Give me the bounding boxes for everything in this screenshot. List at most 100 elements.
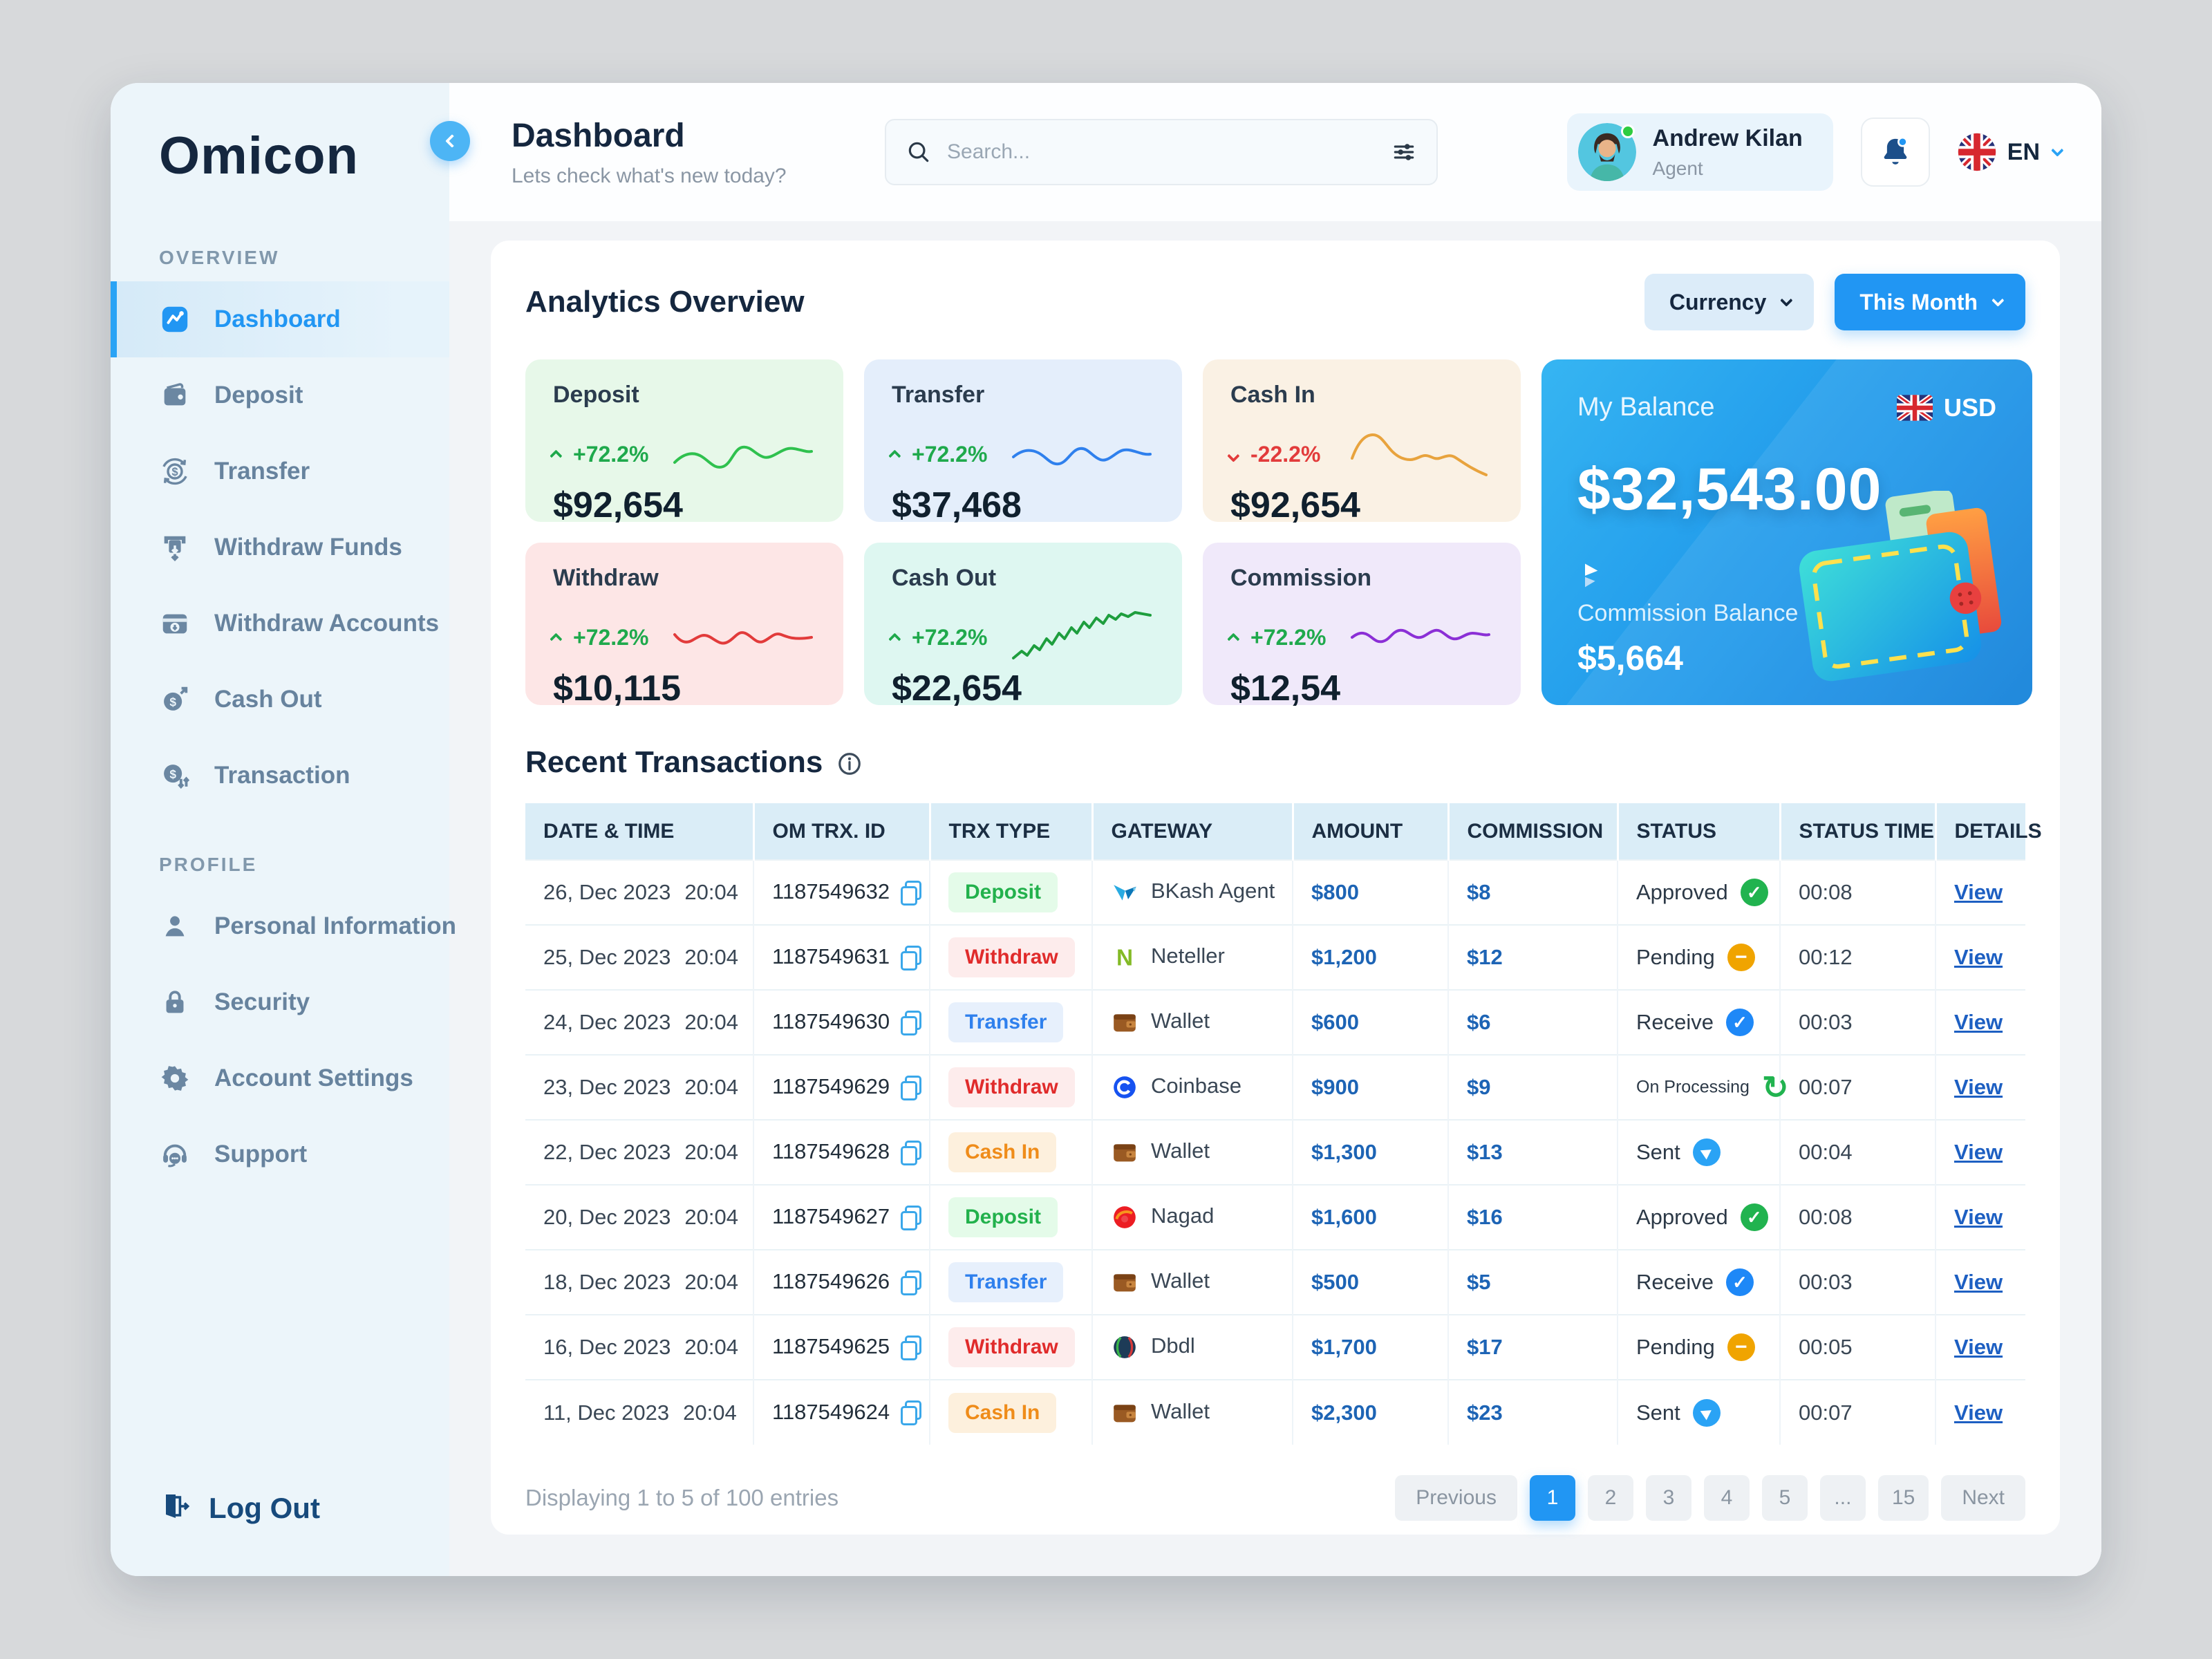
language-selector[interactable]: EN <box>1958 133 2064 171</box>
logout-button[interactable]: Log Out <box>159 1490 320 1526</box>
trend-up-icon <box>550 449 563 462</box>
notifications-button[interactable] <box>1860 118 1930 187</box>
view-link[interactable]: View <box>1954 1335 2003 1359</box>
sidebar-item-transaction[interactable]: $ Transaction <box>111 738 449 814</box>
status-text: Receive <box>1636 1010 1714 1034</box>
copy-icon[interactable] <box>901 1075 922 1100</box>
view-link[interactable]: View <box>1954 1205 2003 1229</box>
page-button-1[interactable]: 1 <box>1529 1475 1575 1521</box>
trx-type-badge: Cash In <box>948 1132 1057 1172</box>
previous-page-button[interactable]: Previous <box>1395 1475 1517 1521</box>
pagination: Displaying 1 to 5 of 100 entries Previou… <box>525 1475 2025 1521</box>
status-icon-approved <box>1740 1203 1768 1231</box>
view-link[interactable]: View <box>1954 1270 2003 1294</box>
search-input[interactable] <box>947 140 1376 164</box>
page-button-2[interactable]: 2 <box>1587 1475 1633 1521</box>
view-link[interactable]: View <box>1954 1400 2003 1425</box>
gateway-icon-coinbase <box>1111 1074 1138 1101</box>
chevron-left-icon <box>445 134 459 148</box>
stat-card-cashout: Cash Out +72.2% $22,654 <box>864 543 1182 709</box>
view-link[interactable]: View <box>1954 1075 2003 1099</box>
stat-card-title: Cash Out <box>892 565 997 591</box>
sidebar-item-gear[interactable]: Account Settings <box>111 1040 449 1116</box>
stat-change: -22.2% <box>1227 442 1320 467</box>
view-link[interactable]: View <box>1954 945 2003 969</box>
sidebar-item-withdraw-funds[interactable]: Withdraw Funds <box>111 509 449 585</box>
table-header-cell: STATUS <box>1616 803 1780 860</box>
view-link[interactable]: View <box>1954 1140 2003 1164</box>
copy-icon[interactable] <box>901 1270 922 1295</box>
stat-card-value: $22,654 <box>892 668 1022 709</box>
sidebar-item-deposit[interactable]: Deposit <box>111 357 449 433</box>
filter-icon[interactable] <box>1391 139 1417 165</box>
sidebar-item-withdraw-accounts[interactable]: Withdraw Accounts <box>111 585 449 662</box>
transfer-icon: $ <box>159 456 191 487</box>
lock-icon <box>159 986 191 1018</box>
table-row: 20, Dec 2023 20:04 1187549627 Deposit Nag… <box>525 1184 2025 1250</box>
sidebar-item-label: Account Settings <box>214 1065 413 1091</box>
table-row: 24, Dec 2023 20:04 1187549630 Transfer Wa… <box>525 989 2025 1055</box>
gateway-icon-bkash <box>1111 879 1138 906</box>
gateway-name: Wallet <box>1151 1398 1210 1423</box>
sidebar-item-dashboard[interactable]: Dashboard <box>111 281 449 357</box>
sidebar-item-label: Transaction <box>214 762 350 789</box>
gateway-icon-neteller: N <box>1111 944 1138 971</box>
copy-icon[interactable] <box>901 1205 922 1230</box>
svg-text:N: N <box>1116 946 1133 971</box>
status-text: Sent <box>1636 1140 1680 1164</box>
sidebar-item-support[interactable]: Support <box>111 1116 449 1192</box>
gateway-icon-wallet <box>1111 1138 1138 1166</box>
stat-card-title: Transfer <box>892 382 985 408</box>
page-subtitle: Lets check what's new today? <box>512 164 787 187</box>
stat-change: +72.2% <box>888 441 988 467</box>
logout-label: Log Out <box>209 1491 320 1524</box>
view-link[interactable]: View <box>1954 1010 2003 1034</box>
sidebar-item-lock[interactable]: Security <box>111 964 449 1040</box>
sidebar-collapse-button[interactable] <box>430 121 470 161</box>
table-header-cell: GATEWAY <box>1091 803 1293 860</box>
page-button-...[interactable]: ... <box>1819 1475 1866 1521</box>
user-menu[interactable]: Andrew Kilan Agent <box>1566 113 1833 191</box>
currency-dropdown[interactable]: Currency <box>1644 274 1815 330</box>
info-icon[interactable] <box>836 751 863 777</box>
trx-type-badge: Deposit <box>948 872 1058 912</box>
stat-change-value: +72.2% <box>912 441 988 467</box>
table-header-cell: DATE & TIME <box>525 803 753 860</box>
copy-icon[interactable] <box>901 1400 922 1426</box>
trx-type-badge: Withdraw <box>948 1327 1075 1367</box>
copy-icon[interactable] <box>901 945 922 971</box>
next-page-button[interactable]: Next <box>1941 1475 2025 1521</box>
status-time: 00:03 <box>1779 1249 1936 1315</box>
sidebar-item-person[interactable]: Personal Information <box>111 888 456 964</box>
trx-type-badge: Transfer <box>948 1262 1064 1302</box>
copy-icon[interactable] <box>901 1335 922 1360</box>
copy-icon[interactable] <box>901 1140 922 1165</box>
copy-icon[interactable] <box>901 880 922 906</box>
sidebar-item-cash-out[interactable]: $ Cash Out <box>111 662 449 738</box>
status-time: 00:03 <box>1779 989 1936 1055</box>
period-dropdown[interactable]: This Month <box>1835 274 2025 330</box>
page-button-15[interactable]: 15 <box>1877 1475 1929 1521</box>
sparkline-chart <box>1012 447 1152 466</box>
page-button-3[interactable]: 3 <box>1645 1475 1691 1521</box>
table-header-cell: DETAILS <box>1934 803 2042 860</box>
view-link[interactable]: View <box>1954 880 2003 904</box>
gateway-icon-wallet <box>1111 1399 1138 1427</box>
copy-icon[interactable] <box>901 1010 922 1035</box>
row-amount: $500 <box>1292 1249 1448 1315</box>
sidebar-section-overview: OVERVIEW <box>159 247 280 268</box>
page-button-4[interactable]: 4 <box>1703 1475 1750 1521</box>
row-commission: $6 <box>1447 989 1618 1055</box>
balance-amount: $32,543.00 <box>1577 456 1882 523</box>
stat-card-transfer: Transfer +72.2% $37,468 <box>864 359 1182 525</box>
sidebar-item-transfer[interactable]: $ Transfer <box>111 433 449 509</box>
stat-card-cashin: Cash In -22.2% $92,654 <box>1203 359 1521 525</box>
commission-balance-label: Commission Balance <box>1577 600 1799 626</box>
period-dropdown-label: This Month <box>1859 289 1978 315</box>
table-row: 23, Dec 2023 20:04 1187549629 Withdraw Co… <box>525 1054 2025 1120</box>
svg-text:$: $ <box>169 695 176 709</box>
page-button-5[interactable]: 5 <box>1761 1475 1808 1521</box>
stat-card-title: Cash In <box>1230 382 1315 408</box>
chevron-down-icon <box>2051 143 2064 157</box>
row-time: 20:04 <box>684 1010 738 1034</box>
